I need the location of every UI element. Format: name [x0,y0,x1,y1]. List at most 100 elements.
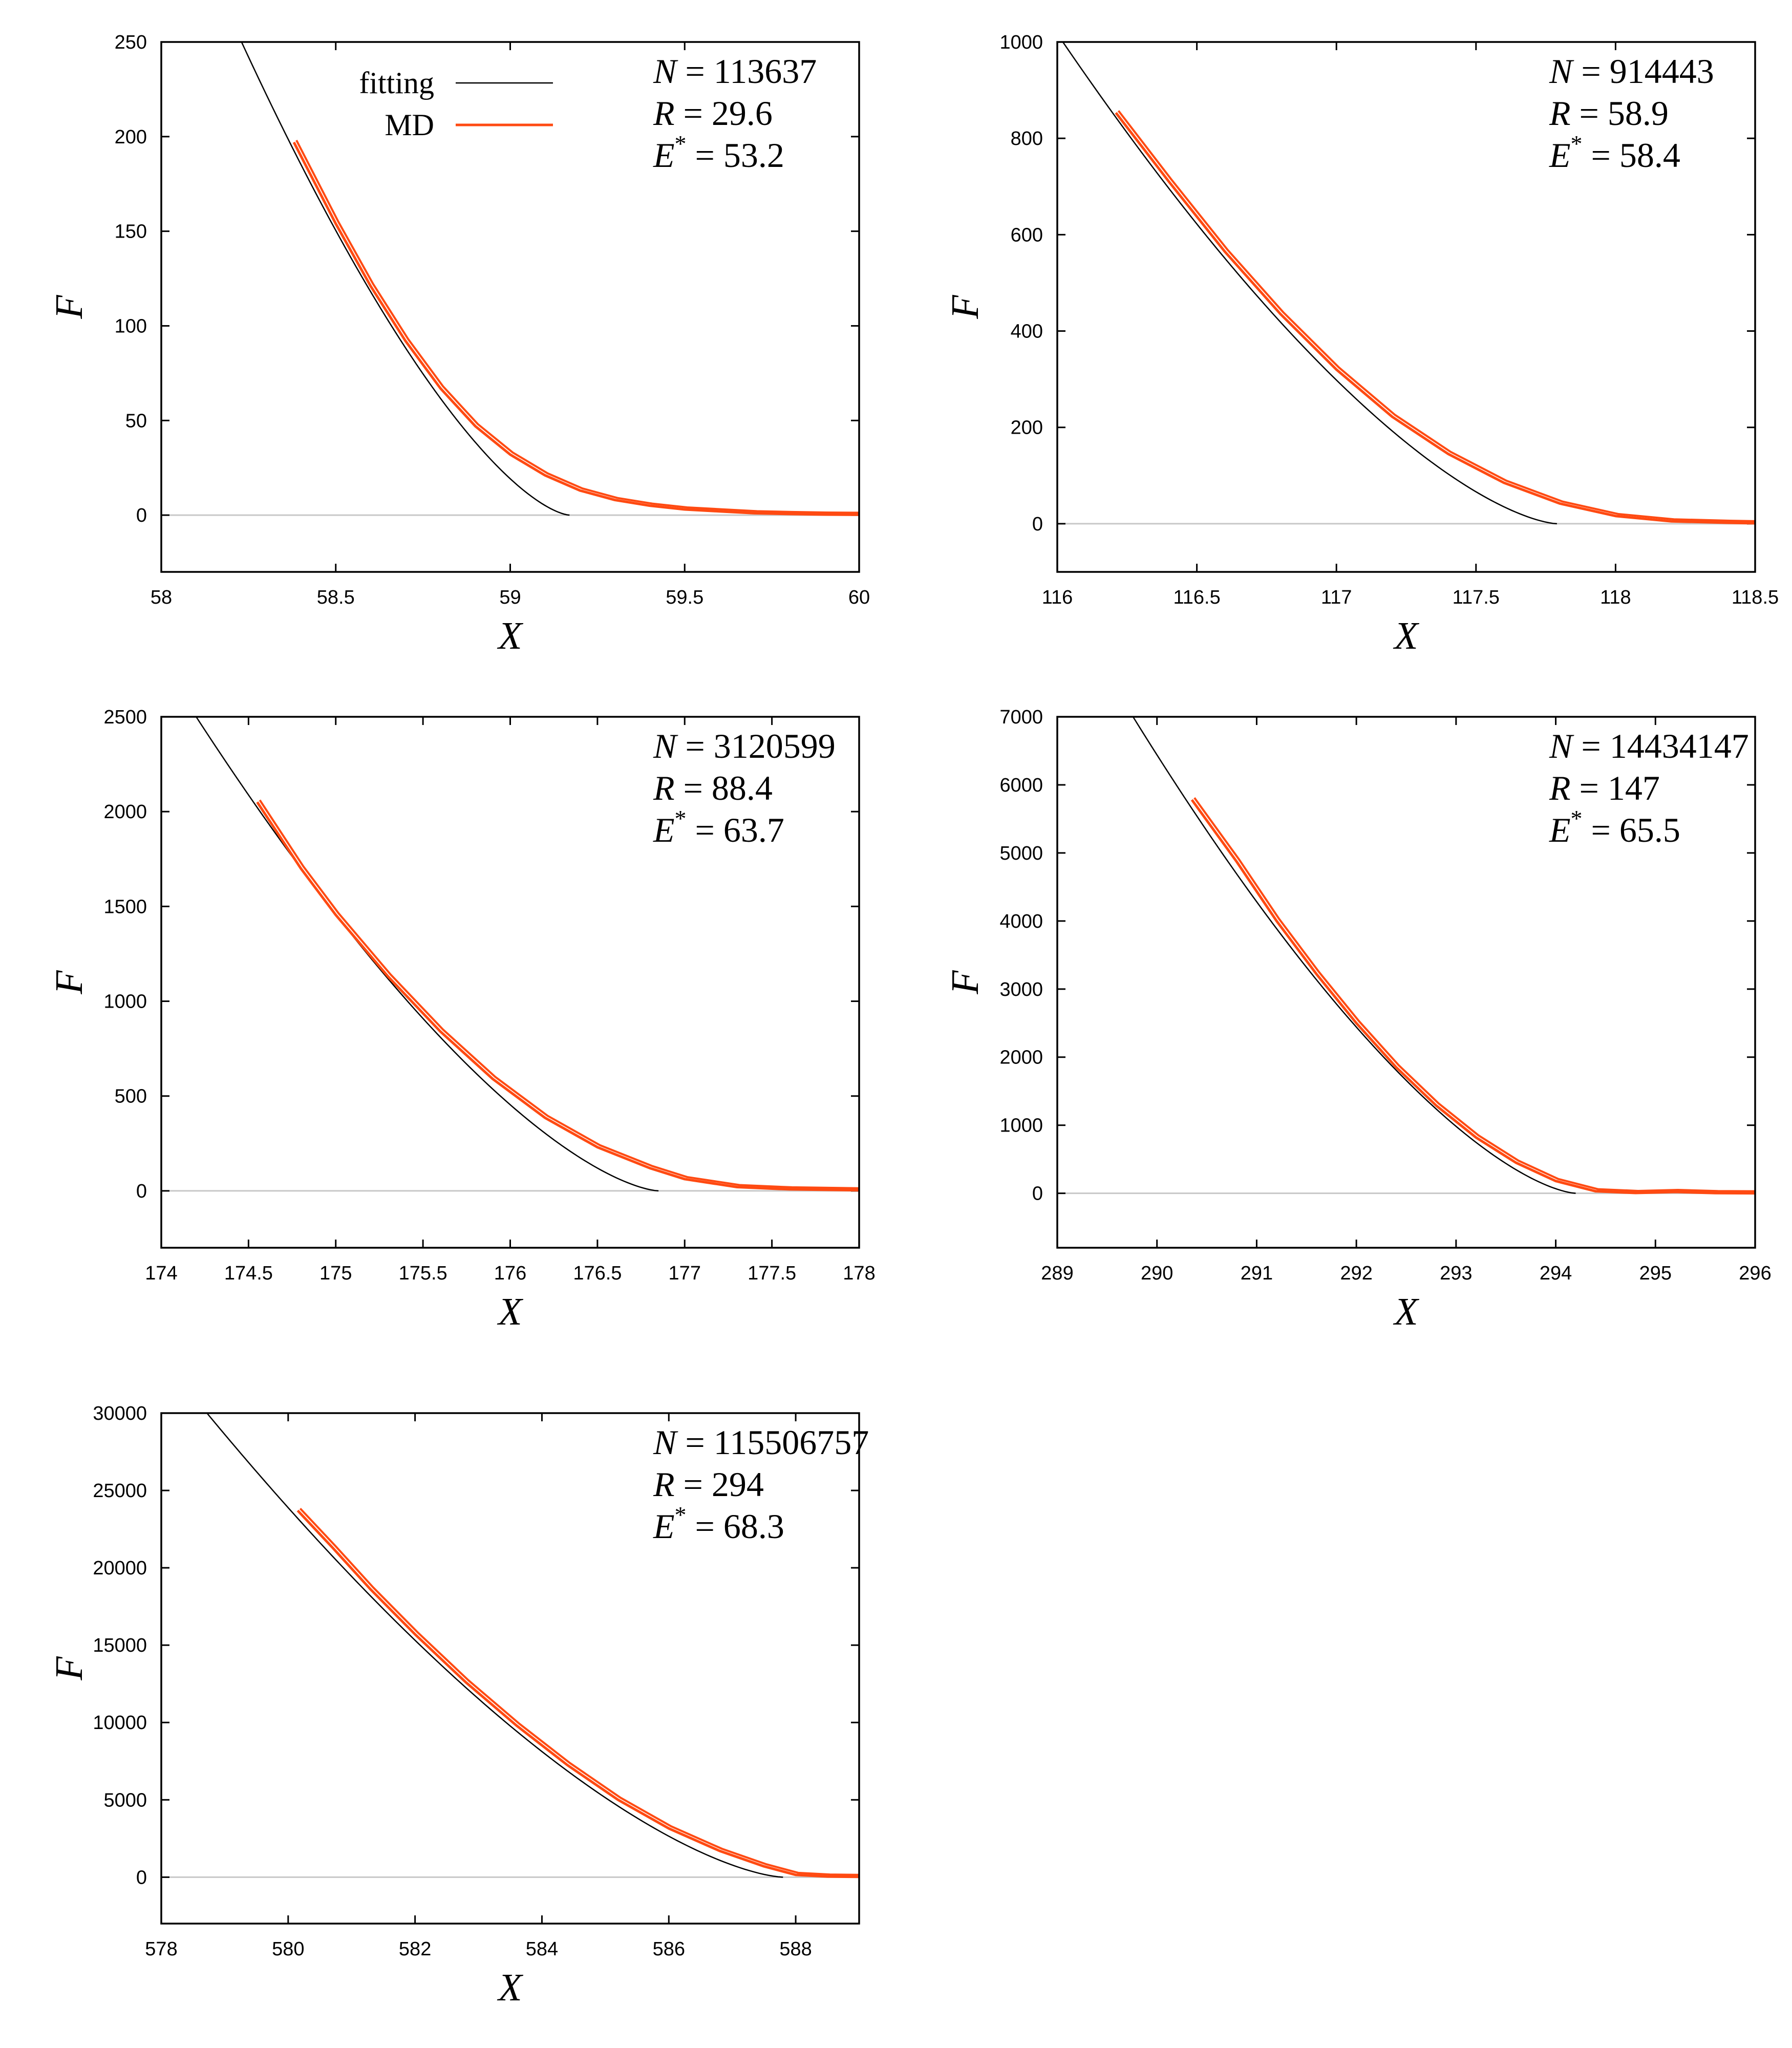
x-tick-label: 580 [272,1938,304,1960]
annotation-e: E* = 65.5 [1549,805,1680,849]
annotation-e-equals: = [687,810,723,849]
x-tick-label: 175.5 [399,1263,447,1284]
x-tick-label: 177 [669,1263,701,1284]
annotation-n: N = 914443 [1549,52,1714,91]
y-tick-label: 0 [1032,514,1043,535]
annotation-n: N = 3120599 [653,727,836,765]
annotation-r: R = 88.4 [653,769,773,807]
annotation-e: E* = 53.2 [653,131,784,175]
annotation-n-symbol: N [1549,52,1574,91]
y-tick-label: 50 [125,410,147,432]
x-tick-label: 60 [848,587,870,608]
legend-fitting-label: fitting [359,66,434,100]
x-tick-label: 588 [779,1938,812,1960]
annotation-n: N = 115506757 [653,1423,869,1462]
plot-frame [160,1412,860,1925]
y-tick-label: 250 [115,32,147,53]
annotation-e-value: 63.7 [723,810,784,849]
y-axis-title: F [48,294,91,319]
legend-md-label: MD [385,108,434,142]
plot-frame [1056,716,1756,1249]
md-curve-unload [299,1507,859,1876]
x-tick-label: 174 [145,1263,177,1284]
x-tick-label: 289 [1041,1263,1073,1284]
annotation-n-symbol: N [653,52,678,91]
y-tick-label: 0 [136,1867,147,1888]
x-tick-label: 292 [1340,1263,1372,1284]
x-tick-label: 59.5 [666,587,703,608]
annotation-e-value: 53.2 [723,136,784,175]
superscript-star: * [1571,805,1583,831]
annotation-e-equals: = [1583,136,1619,175]
x-axis-title: X [1393,614,1419,657]
y-tick-label: 30000 [93,1403,147,1424]
annotation-n-value: 14434147 [1610,727,1749,765]
fitting-curve [1062,42,1558,525]
y-tick-label: 7000 [999,707,1043,728]
x-tick-label: 118 [1600,587,1631,608]
x-tick-label: 177.5 [748,1263,796,1284]
annotation-r-value: 88.4 [712,769,773,807]
md-curve-unload [1117,110,1755,522]
annotation-e: E* = 63.7 [653,805,784,849]
x-tick-label: 586 [653,1938,685,1960]
y-tick-label: 600 [1011,224,1043,246]
panel-4-plot: 289 290 291 292 293 294 295 296 0 1000 2000 3000 400… [944,707,1772,1333]
plot-frame [160,716,860,1249]
md-curve [1190,799,1755,1195]
annotation-e: E* = 68.3 [653,1502,784,1546]
x-tick-label: 175 [319,1263,352,1284]
superscript-star: * [1571,131,1583,157]
x-tick-label: 116.5 [1173,587,1220,608]
annotation-r-value: 29.6 [712,94,773,133]
md-curve-unload [259,799,859,1189]
x-tick-label: 293 [1440,1263,1472,1284]
y-tick-label: 150 [115,221,147,243]
x-axis-title: X [497,1966,523,2009]
x-tick-label: 295 [1639,1263,1672,1284]
annotation-e-symbol: E [653,1507,675,1546]
annotation-e-equals: = [687,1507,723,1546]
y-tick-label: 800 [1011,128,1043,150]
annotation-r-symbol: R [653,769,675,807]
y-tick-label: 500 [115,1086,147,1107]
annotation-e-value: 58.4 [1619,136,1680,175]
annotation-n-equals: = [676,727,713,765]
x-tick-label: 294 [1540,1263,1572,1284]
y-axis-title: F [944,970,987,995]
x-tick-label: 176 [494,1263,526,1284]
md-curve [256,801,859,1192]
annotation-n-symbol: N [653,727,678,765]
annotation-r-equals: = [1571,94,1608,133]
x-tick-label: 117 [1321,587,1352,608]
y-tick-label: 0 [136,1181,147,1202]
fitting-curve [241,42,570,516]
y-tick-label: 3000 [999,979,1043,1000]
y-tick-label: 0 [136,505,147,526]
y-tick-label: 0 [1032,1183,1043,1205]
y-tick-label: 200 [1011,417,1043,439]
x-tick-label: 291 [1241,1263,1273,1284]
annotation-e-symbol: E [1549,136,1571,175]
x-tick-label: 582 [399,1938,431,1960]
y-tick-label: 400 [1011,321,1043,343]
y-axis-title: F [944,294,987,319]
y-tick-label: 2000 [103,801,147,823]
annotation-r-value: 147 [1608,769,1660,807]
annotation-n-value: 914443 [1610,52,1714,91]
superscript-star: * [675,131,687,157]
annotation-e-symbol: E [653,810,675,849]
annotation-n-equals: = [1572,52,1609,91]
fitting-curve [206,1413,783,1878]
annotation-r-symbol: R [1549,94,1571,133]
x-tick-label: 117.5 [1453,587,1500,608]
md-curve [1115,112,1755,525]
annotation-r: R = 294 [653,1465,764,1504]
annotation-r-equals: = [675,94,712,133]
y-tick-label: 25000 [93,1480,147,1502]
annotation-r-value: 294 [712,1465,764,1504]
md-curve-unload [1193,797,1755,1192]
annotation-r-equals: = [1571,769,1608,807]
annotation-n: N = 113637 [653,52,817,91]
x-tick-label: 59 [499,587,521,608]
